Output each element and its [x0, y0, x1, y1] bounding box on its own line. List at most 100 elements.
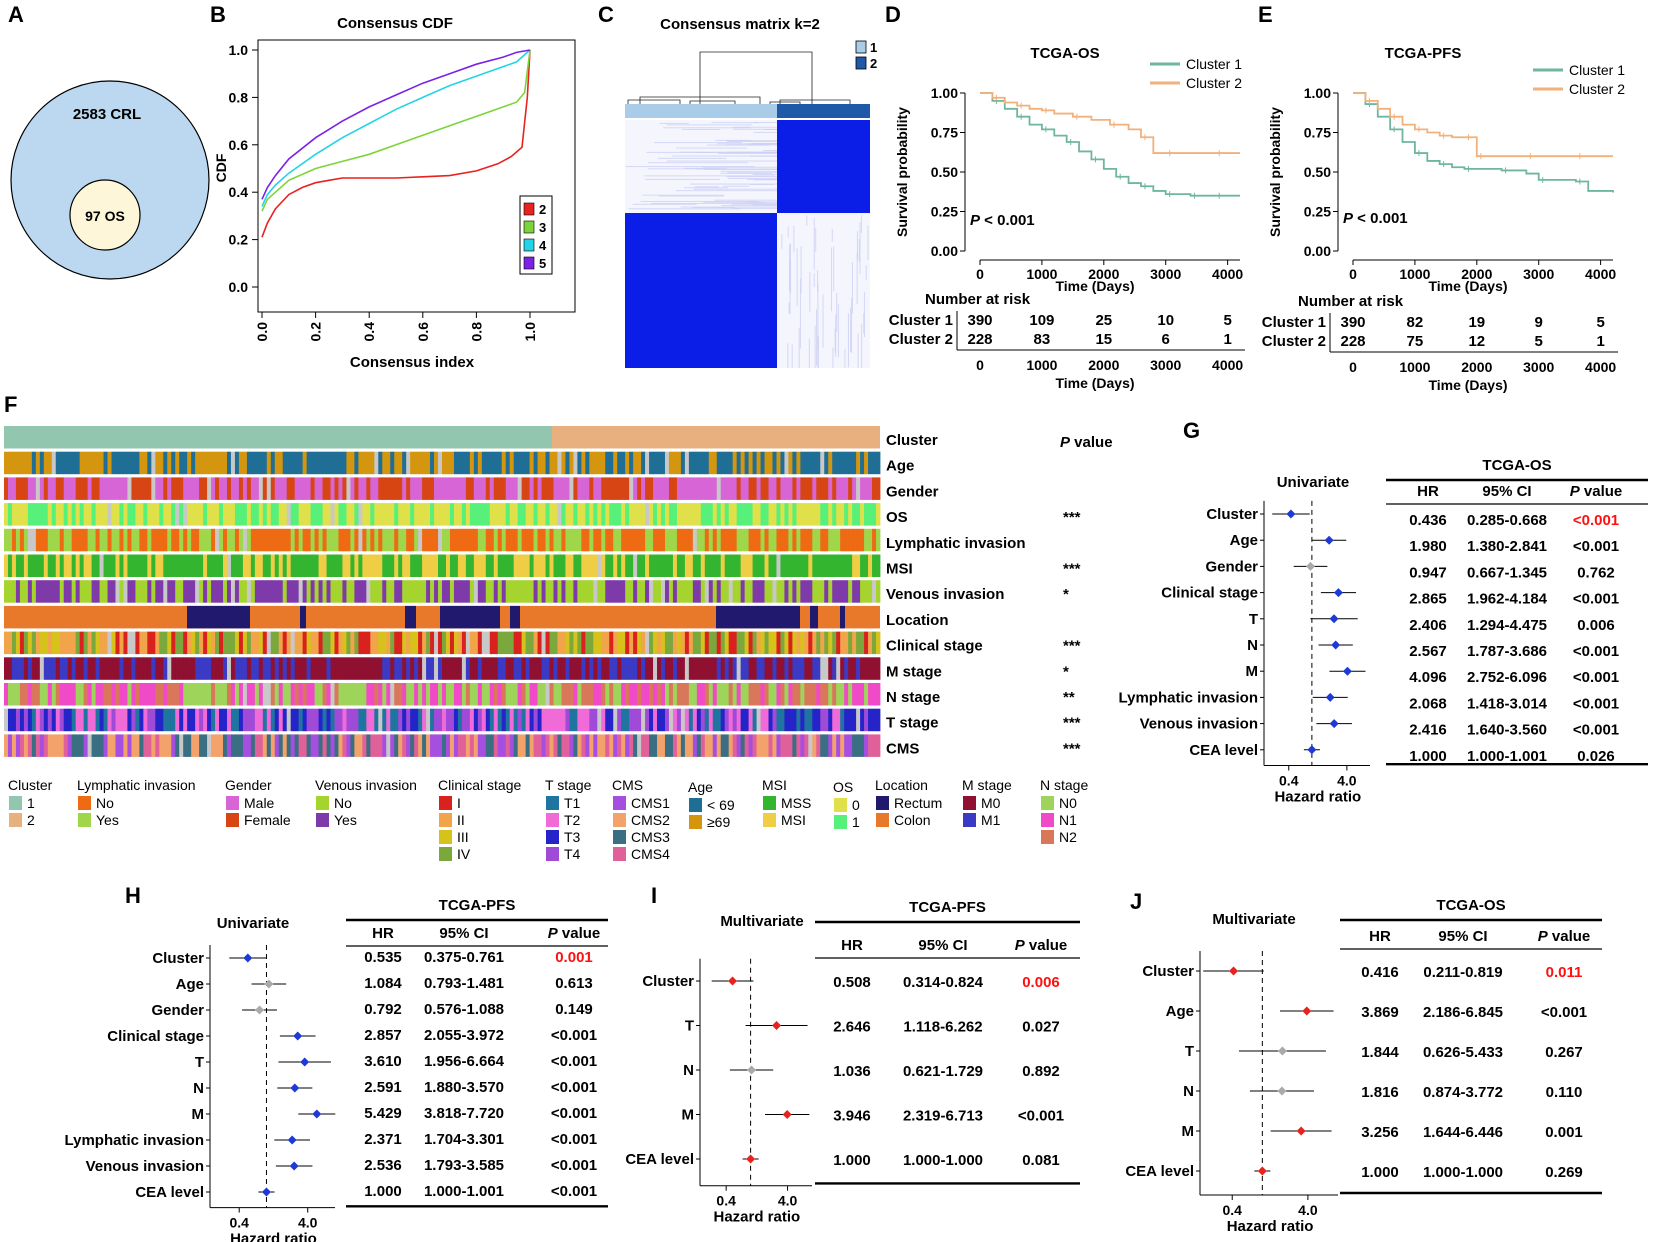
- heatmap-cell: [59, 657, 65, 680]
- legend-swatch: [963, 813, 976, 827]
- heatmap-cell: [91, 683, 96, 706]
- heatmap-cell: [493, 503, 499, 526]
- heatmap-cell: [187, 605, 250, 629]
- forest-p-value: <0.001: [551, 1079, 597, 1096]
- heatmap-cell: [525, 580, 530, 603]
- heatmap-cell: [724, 451, 730, 475]
- heatmap-cell: [716, 554, 722, 577]
- heatmap-cell: [67, 477, 73, 500]
- heatmap-cell: [732, 451, 738, 475]
- heatmap-cell: [274, 708, 280, 732]
- heatmap-cell: [501, 734, 507, 757]
- heatmap-cell: [370, 528, 375, 552]
- heatmap-cell: [83, 631, 89, 655]
- heatmap-cell: [844, 657, 849, 680]
- heatmap-cell: [657, 734, 662, 757]
- heatmap-cell: [728, 708, 734, 732]
- heatmap-cell: [465, 528, 471, 552]
- heatmap-cell: [414, 528, 419, 552]
- heatmap-cell: [569, 477, 574, 500]
- heatmap-cell: [199, 477, 204, 500]
- heatmap-cell: [242, 503, 248, 526]
- heatmap-cell: [15, 683, 21, 706]
- heatmap-cell: [346, 554, 351, 577]
- heatmap-cell: [844, 734, 849, 757]
- heatmap-cell: [704, 528, 710, 552]
- heatmap-cell: [732, 554, 738, 577]
- risk-count: 10: [1157, 312, 1174, 329]
- heatmap-cell: [501, 451, 507, 475]
- heatmap-cell: [350, 734, 355, 757]
- legend-item-label: M0: [981, 795, 1001, 811]
- heatmap-cell: [760, 580, 765, 603]
- heatmap-cell: [171, 580, 176, 603]
- heatmap-cell: [430, 631, 435, 655]
- heatmap-cell: [684, 528, 690, 552]
- heatmap-cell: [183, 554, 188, 577]
- heatmap-cell: [179, 528, 184, 552]
- heatmap-cell: [378, 734, 383, 757]
- legend-item-label: T1: [564, 795, 581, 811]
- heatmap-cell: [820, 451, 825, 475]
- heatmap-cell: [442, 503, 447, 526]
- heatmap-cell: [481, 708, 487, 732]
- heatmap-cell: [270, 734, 276, 757]
- matrix-noise-line: [753, 122, 777, 124]
- heatmap-cell: [565, 503, 570, 526]
- heatmap-cell: [11, 503, 17, 526]
- forest-row-label: Gender: [1205, 558, 1258, 575]
- heatmap-cell: [840, 528, 845, 552]
- heatmap-cell: [760, 554, 765, 577]
- heatmap-cell: [195, 451, 200, 475]
- heatmap-cell: [151, 734, 156, 757]
- heatmap-cell: [282, 734, 288, 757]
- heatmap-cell: [79, 580, 85, 603]
- heatmap-cell: [55, 683, 61, 706]
- heatmap-cell: [95, 708, 100, 732]
- heatmap-cell: [318, 683, 323, 706]
- heatmap-cell: [63, 580, 69, 603]
- heatmap-cell: [768, 708, 773, 732]
- heatmap-cell: [461, 503, 467, 526]
- heatmap-cell: [35, 734, 41, 757]
- heatmap-cell: [860, 528, 865, 552]
- heatmap-cell: [51, 708, 57, 732]
- heatmap-cell: [286, 451, 292, 475]
- heatmap-cell: [143, 528, 148, 552]
- heatmap-cell: [509, 683, 515, 706]
- heatmap-cell: [47, 477, 53, 500]
- heatmap-cell: [744, 528, 749, 552]
- risk-count: 75: [1407, 333, 1424, 350]
- heatmap-cell: [545, 451, 550, 475]
- heatmap-cell: [517, 554, 523, 577]
- heatmap-cell: [525, 708, 530, 732]
- heatmap-cell: [836, 708, 841, 732]
- heatmap-cell: [577, 477, 582, 500]
- heatmap-cell: [370, 451, 375, 475]
- matrix-noise-line: [799, 278, 801, 349]
- heatmap-cell: [633, 580, 638, 603]
- heatmap-cell: [680, 554, 686, 577]
- heatmap-cell: [115, 554, 120, 577]
- heatmap-cell: [601, 683, 606, 706]
- matrix-noise-line: [753, 131, 777, 133]
- heatmap-cell: [342, 708, 347, 732]
- heatmap-cell: [609, 631, 614, 655]
- legend-group-title: OS: [833, 779, 853, 795]
- matrix-noise-line: [657, 157, 727, 159]
- heatmap-cell: [617, 503, 622, 526]
- matrix-noise-line: [798, 328, 800, 368]
- heatmap-cell: [111, 657, 116, 680]
- forest-ci-value: 0.621-1.729: [903, 1063, 983, 1080]
- heatmap-cell: [657, 683, 662, 706]
- heatmap-cell: [394, 683, 399, 706]
- heatmap-cell: [83, 580, 89, 603]
- heatmap-cell: [569, 580, 574, 603]
- heatmap-cell: [828, 683, 833, 706]
- heatmap-cell: [505, 503, 511, 526]
- heatmap-cell: [625, 554, 630, 577]
- heatmap-cell: [191, 580, 196, 603]
- matrix-cluster-bar-1: [625, 104, 777, 118]
- legend-item-label: Rectum: [894, 795, 942, 811]
